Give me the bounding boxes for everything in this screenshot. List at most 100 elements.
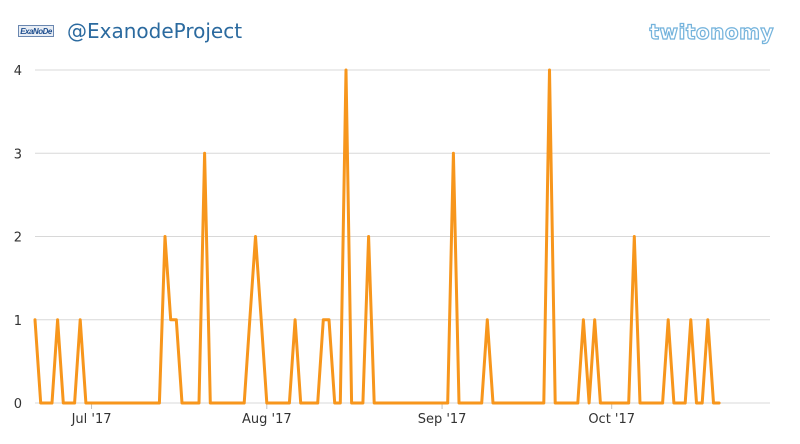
data-point[interactable]	[644, 401, 648, 405]
data-point[interactable]	[237, 401, 241, 405]
data-point[interactable]	[135, 401, 139, 405]
data-point[interactable]	[700, 401, 704, 405]
data-point[interactable]	[208, 401, 212, 405]
data-point[interactable]	[73, 401, 77, 405]
data-point[interactable]	[372, 401, 376, 405]
data-point[interactable]	[310, 401, 314, 405]
data-point[interactable]	[598, 401, 602, 405]
data-point[interactable]	[174, 318, 178, 322]
data-point[interactable]	[514, 401, 518, 405]
data-point[interactable]	[299, 401, 303, 405]
data-point[interactable]	[271, 401, 275, 405]
data-point[interactable]	[480, 401, 484, 405]
data-point[interactable]	[344, 68, 348, 72]
data-point[interactable]	[706, 318, 710, 322]
data-point[interactable]	[463, 401, 467, 405]
data-point[interactable]	[485, 318, 489, 322]
data-point[interactable]	[248, 318, 252, 322]
data-point[interactable]	[338, 401, 342, 405]
data-point[interactable]	[604, 401, 608, 405]
data-point[interactable]	[678, 401, 682, 405]
data-point[interactable]	[276, 401, 280, 405]
data-point[interactable]	[191, 401, 195, 405]
data-point[interactable]	[169, 318, 173, 322]
data-point[interactable]	[333, 401, 337, 405]
data-point[interactable]	[203, 151, 207, 155]
data-point[interactable]	[497, 401, 501, 405]
data-point[interactable]	[576, 401, 580, 405]
data-point[interactable]	[316, 401, 320, 405]
data-point[interactable]	[50, 401, 54, 405]
data-point[interactable]	[615, 401, 619, 405]
data-point[interactable]	[661, 401, 665, 405]
data-point[interactable]	[638, 401, 642, 405]
data-point[interactable]	[531, 401, 535, 405]
data-point[interactable]	[536, 401, 540, 405]
data-point[interactable]	[197, 401, 201, 405]
data-point[interactable]	[401, 401, 405, 405]
data-point[interactable]	[44, 401, 48, 405]
data-point[interactable]	[254, 235, 258, 239]
data-point[interactable]	[418, 401, 422, 405]
data-point[interactable]	[581, 318, 585, 322]
data-point[interactable]	[163, 235, 167, 239]
data-point[interactable]	[157, 401, 161, 405]
data-point[interactable]	[672, 401, 676, 405]
data-point[interactable]	[287, 401, 291, 405]
data-point[interactable]	[321, 318, 325, 322]
data-point[interactable]	[406, 401, 410, 405]
data-point[interactable]	[412, 401, 416, 405]
data-point[interactable]	[655, 401, 659, 405]
data-point[interactable]	[632, 235, 636, 239]
data-point[interactable]	[118, 401, 122, 405]
data-point[interactable]	[457, 401, 461, 405]
data-point[interactable]	[355, 401, 359, 405]
data-point[interactable]	[683, 401, 687, 405]
data-point[interactable]	[33, 318, 37, 322]
data-point[interactable]	[231, 401, 235, 405]
data-point[interactable]	[225, 401, 229, 405]
data-point[interactable]	[587, 401, 591, 405]
data-point[interactable]	[259, 318, 263, 322]
data-point[interactable]	[265, 401, 269, 405]
data-point[interactable]	[214, 401, 218, 405]
data-point[interactable]	[423, 401, 427, 405]
data-point[interactable]	[666, 318, 670, 322]
data-point[interactable]	[451, 151, 455, 155]
data-point[interactable]	[389, 401, 393, 405]
data-point[interactable]	[570, 401, 574, 405]
data-point[interactable]	[146, 401, 150, 405]
data-point[interactable]	[593, 318, 597, 322]
data-point[interactable]	[367, 235, 371, 239]
data-point[interactable]	[689, 318, 693, 322]
data-point[interactable]	[559, 401, 563, 405]
data-point[interactable]	[78, 318, 82, 322]
avatar[interactable]: ExaNoDe	[18, 25, 54, 37]
data-point[interactable]	[525, 401, 529, 405]
data-point[interactable]	[502, 401, 506, 405]
data-point[interactable]	[695, 401, 699, 405]
data-point[interactable]	[434, 401, 438, 405]
data-point[interactable]	[627, 401, 631, 405]
data-point[interactable]	[519, 401, 523, 405]
data-point[interactable]	[61, 401, 65, 405]
data-point[interactable]	[649, 401, 653, 405]
data-point[interactable]	[429, 401, 433, 405]
data-point[interactable]	[186, 401, 190, 405]
data-point[interactable]	[491, 401, 495, 405]
data-point[interactable]	[129, 401, 133, 405]
data-point[interactable]	[565, 401, 569, 405]
data-point[interactable]	[220, 401, 224, 405]
data-point[interactable]	[440, 401, 444, 405]
data-point[interactable]	[395, 401, 399, 405]
data-point[interactable]	[56, 318, 60, 322]
data-point[interactable]	[90, 401, 94, 405]
data-point[interactable]	[242, 401, 246, 405]
data-point[interactable]	[180, 401, 184, 405]
data-point[interactable]	[282, 401, 286, 405]
data-point[interactable]	[112, 401, 116, 405]
data-point[interactable]	[304, 401, 308, 405]
data-point[interactable]	[378, 401, 382, 405]
data-point[interactable]	[107, 401, 111, 405]
data-point[interactable]	[542, 401, 546, 405]
